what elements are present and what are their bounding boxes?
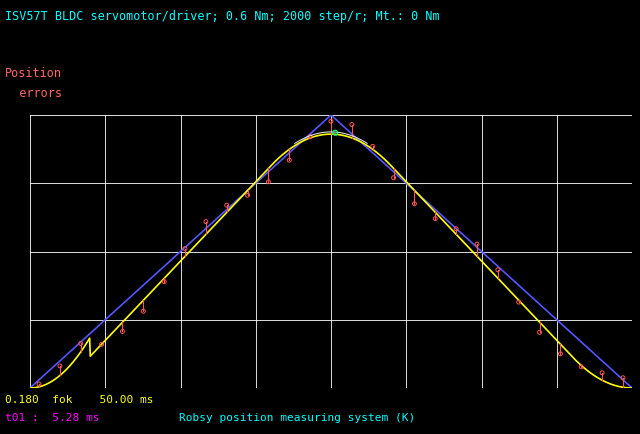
Point (243, 192, 253, 199)
Point (55, 362, 65, 369)
Point (472, 240, 482, 247)
Point (410, 200, 420, 207)
Text: 0.180  fok    50.00 ms: 0.180 fok 50.00 ms (5, 395, 154, 405)
Point (180, 245, 190, 252)
Point (97, 341, 107, 348)
Point (618, 374, 628, 381)
Text: Robsy position measuring system (K): Robsy position measuring system (K) (179, 413, 415, 423)
Point (326, 118, 336, 125)
Point (159, 278, 169, 285)
Point (221, 202, 232, 209)
Point (76, 340, 86, 347)
Text: t01 :  5.28 ms: t01 : 5.28 ms (5, 413, 100, 423)
Point (451, 225, 461, 232)
Point (576, 363, 586, 370)
Point (201, 218, 211, 225)
Point (388, 174, 399, 181)
Text: ISV57T BLDC servomotor/driver; 0.6 Nm; 2000 step/r; Mt.: 0 Nm: ISV57T BLDC servomotor/driver; 0.6 Nm; 2… (5, 10, 440, 23)
Text: errors: errors (5, 87, 62, 100)
Point (305, 133, 316, 140)
Text: Position: Position (5, 67, 62, 80)
Point (513, 299, 524, 306)
Point (493, 266, 503, 273)
Point (534, 329, 545, 336)
Point (430, 215, 440, 222)
Point (138, 308, 148, 315)
Point (34, 381, 44, 388)
Point (347, 121, 357, 128)
Point (330, 129, 340, 136)
Point (117, 328, 127, 335)
Point (263, 178, 273, 185)
Point (284, 157, 294, 164)
Point (367, 143, 378, 150)
Point (597, 369, 607, 376)
Point (556, 350, 566, 357)
